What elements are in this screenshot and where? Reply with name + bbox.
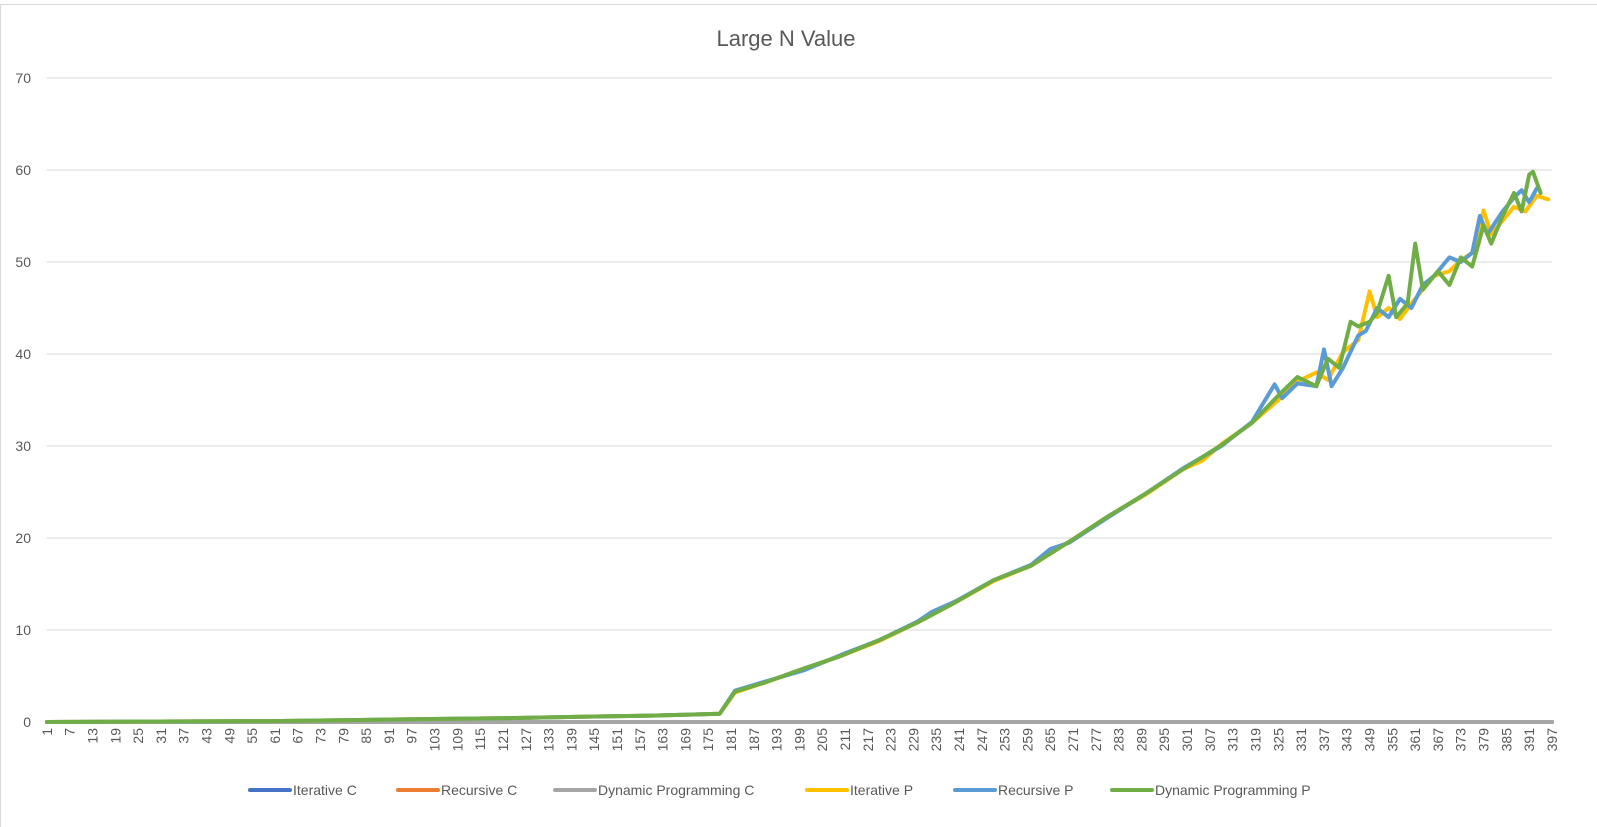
x-tick-label: 19 — [107, 728, 123, 744]
x-tick-label: 115 — [472, 728, 488, 751]
x-axis-tick-labels: 1 7 13 19 25 31 37 43 49 55 61 67 73 79 85 91 97 103 109 11… — [39, 728, 1560, 752]
x-tick-label: 37 — [176, 728, 192, 744]
x-tick-label: 49 — [221, 728, 237, 744]
x-tick-label: 61 — [267, 728, 283, 744]
x-tick-label: 97 — [404, 728, 420, 744]
x-tick-label: 103 — [427, 728, 443, 752]
y-tick-label: 20 — [15, 530, 31, 546]
y-tick-label: 30 — [15, 438, 31, 454]
x-tick-label: 229 — [905, 728, 921, 752]
legend-label: Dynamic Programming C — [598, 782, 754, 798]
legend-label: Iterative P — [850, 782, 913, 798]
y-axis-tick-labels: 0 10 20 30 40 50 60 70 — [15, 70, 31, 730]
x-tick-label: 283 — [1111, 728, 1127, 752]
x-tick-label: 343 — [1339, 728, 1355, 752]
x-tick-label: 85 — [358, 728, 374, 744]
x-tick-label: 235 — [928, 728, 944, 752]
x-tick-label: 349 — [1361, 728, 1377, 752]
x-tick-label: 91 — [381, 728, 397, 744]
plot-series — [45, 169, 1554, 724]
x-tick-label: 259 — [1019, 728, 1035, 752]
x-tick-label: 169 — [677, 728, 693, 752]
x-tick-label: 223 — [883, 728, 899, 752]
legend-label: Recursive C — [441, 782, 517, 798]
x-tick-label: 25 — [130, 728, 146, 744]
x-tick-label: 313 — [1225, 728, 1241, 752]
x-tick-label: 73 — [313, 728, 329, 744]
x-tick-label: 337 — [1316, 728, 1332, 752]
y-tick-label: 0 — [23, 714, 31, 730]
x-tick-label: 301 — [1179, 728, 1195, 752]
y-tick-label: 70 — [15, 70, 31, 86]
x-tick-label: 331 — [1293, 728, 1309, 752]
y-tick-label: 50 — [15, 254, 31, 270]
x-tick-label: 43 — [199, 728, 215, 744]
x-tick-label: 199 — [791, 728, 807, 752]
x-tick-label: 379 — [1475, 728, 1491, 752]
x-tick-label: 373 — [1453, 728, 1469, 752]
x-tick-label: 265 — [1042, 728, 1058, 752]
x-tick-label: 241 — [951, 728, 967, 752]
x-tick-label: 385 — [1498, 728, 1514, 752]
x-tick-label: 217 — [860, 728, 876, 752]
x-tick-label: 271 — [1065, 728, 1081, 752]
x-tick-label: 391 — [1521, 728, 1537, 752]
chart-title: Large N Value — [716, 26, 855, 51]
x-tick-label: 187 — [746, 728, 762, 752]
legend-label: Iterative C — [293, 782, 357, 798]
x-tick-label: 1 — [39, 728, 55, 736]
x-tick-label: 163 — [655, 728, 671, 752]
x-tick-label: 289 — [1133, 728, 1149, 752]
y-tick-label: 10 — [15, 622, 31, 638]
x-tick-label: 67 — [290, 728, 306, 744]
y-tick-label: 60 — [15, 162, 31, 178]
x-tick-label: 253 — [997, 728, 1013, 752]
x-tick-label: 139 — [563, 728, 579, 752]
x-tick-label: 121 — [495, 728, 511, 752]
x-tick-label: 109 — [449, 728, 465, 752]
x-tick-label: 127 — [518, 728, 534, 752]
x-tick-label: 295 — [1156, 728, 1172, 752]
legend-label: Recursive P — [998, 782, 1073, 798]
x-tick-label: 361 — [1407, 728, 1423, 752]
x-tick-label: 151 — [609, 728, 625, 752]
x-tick-label: 31 — [153, 728, 169, 744]
x-tick-label: 325 — [1270, 728, 1286, 752]
x-tick-label: 181 — [723, 728, 739, 752]
x-tick-label: 175 — [700, 728, 716, 752]
x-tick-label: 13 — [85, 728, 101, 744]
x-tick-label: 397 — [1544, 728, 1560, 752]
x-tick-label: 247 — [974, 728, 990, 752]
x-tick-label: 133 — [541, 728, 557, 752]
x-tick-label: 7 — [62, 728, 78, 736]
x-tick-label: 145 — [586, 728, 602, 752]
x-tick-label: 319 — [1247, 728, 1263, 752]
series-line-dynamic-programming-p — [45, 169, 1543, 724]
legend: Iterative C Recursive C Dynamic Programmin… — [248, 782, 1311, 798]
x-tick-label: 367 — [1430, 728, 1446, 752]
x-tick-label: 277 — [1088, 728, 1104, 752]
y-tick-label: 40 — [15, 346, 31, 362]
x-tick-label: 55 — [244, 728, 260, 744]
x-tick-label: 355 — [1384, 728, 1400, 752]
legend-label: Dynamic Programming P — [1155, 782, 1311, 798]
x-tick-label: 211 — [837, 728, 853, 751]
x-tick-label: 193 — [769, 728, 785, 752]
x-tick-label: 157 — [632, 728, 648, 752]
x-tick-label: 307 — [1202, 728, 1218, 752]
x-tick-label: 79 — [335, 728, 351, 744]
x-tick-label: 205 — [814, 728, 830, 752]
